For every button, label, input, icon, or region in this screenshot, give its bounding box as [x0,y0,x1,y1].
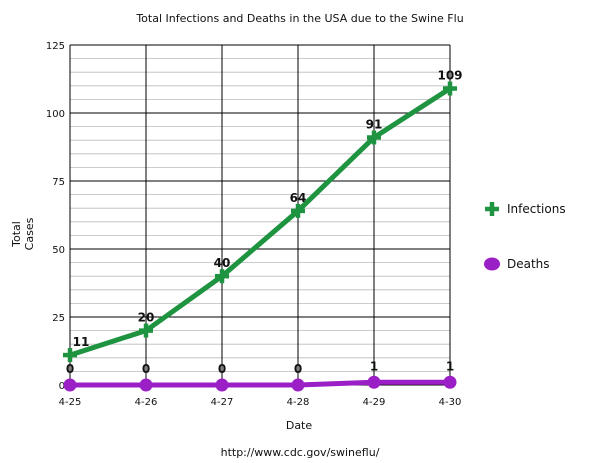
y-tick-label: 100 [46,109,65,120]
deaths-point [291,378,305,392]
infections-point [367,130,381,145]
infections-data-label: 91 [366,117,383,131]
y-tick-label: 25 [52,313,65,324]
deaths-point [63,378,77,392]
series-layer [63,81,457,392]
deaths-line [70,379,450,388]
y-tick-labels: 0 25 50 75 100 125 [46,41,65,392]
infections-point [443,81,457,96]
y-tick-label: 50 [52,245,65,256]
x-tick-label: 4-26 [135,397,158,408]
legend: Infections Deaths [484,202,566,271]
deaths-data-label: 0 [218,362,226,376]
deaths-point [367,375,381,389]
x-tick-label: 4-25 [59,397,82,408]
infections-data-label: 109 [437,69,462,83]
deaths-data-label: 1 [370,359,378,373]
infections-point [63,348,77,363]
chart-title: Total Infections and Deaths in the USA d… [135,12,463,25]
deaths-point [215,378,229,392]
x-tick-label: 4-28 [287,397,310,408]
y-axis-label-line1: Total [10,221,23,248]
deaths-data-label: 0 [142,362,150,376]
deaths-point [443,375,457,389]
x-tick-labels: 4-25 4-26 4-27 4-28 4-29 4-30 [59,397,462,408]
infections-data-label: 20 [138,311,155,325]
infections-data-label: 40 [214,256,231,270]
legend-infections-marker [485,202,499,216]
y-tick-label: 125 [46,41,65,52]
y-tick-label: 0 [59,381,65,392]
infections-line [69,86,452,358]
x-axis-label: Date [286,419,313,432]
infections-point [215,269,229,284]
infections-point [139,323,153,338]
x-tick-label: 4-30 [439,397,462,408]
legend-infections-label: Infections [507,202,566,216]
deaths-point [139,378,153,392]
deaths-data-label: 0 [66,362,74,376]
x-tick-label: 4-27 [211,397,234,408]
grid [69,44,451,386]
y-axis-label-line2: Cases [23,217,36,250]
infections-data-label: 11 [73,335,90,349]
infections-point [291,203,305,218]
deaths-data-label: 1 [446,359,454,373]
legend-deaths-marker [484,257,500,271]
x-tick-label: 4-29 [363,397,386,408]
legend-deaths-label: Deaths [507,257,550,271]
source-note: http://www.cdc.gov/swineflu/ [221,446,380,459]
infections-data-label: 64 [290,191,307,205]
y-tick-label: 75 [52,177,65,188]
deaths-data-label: 0 [294,362,302,376]
